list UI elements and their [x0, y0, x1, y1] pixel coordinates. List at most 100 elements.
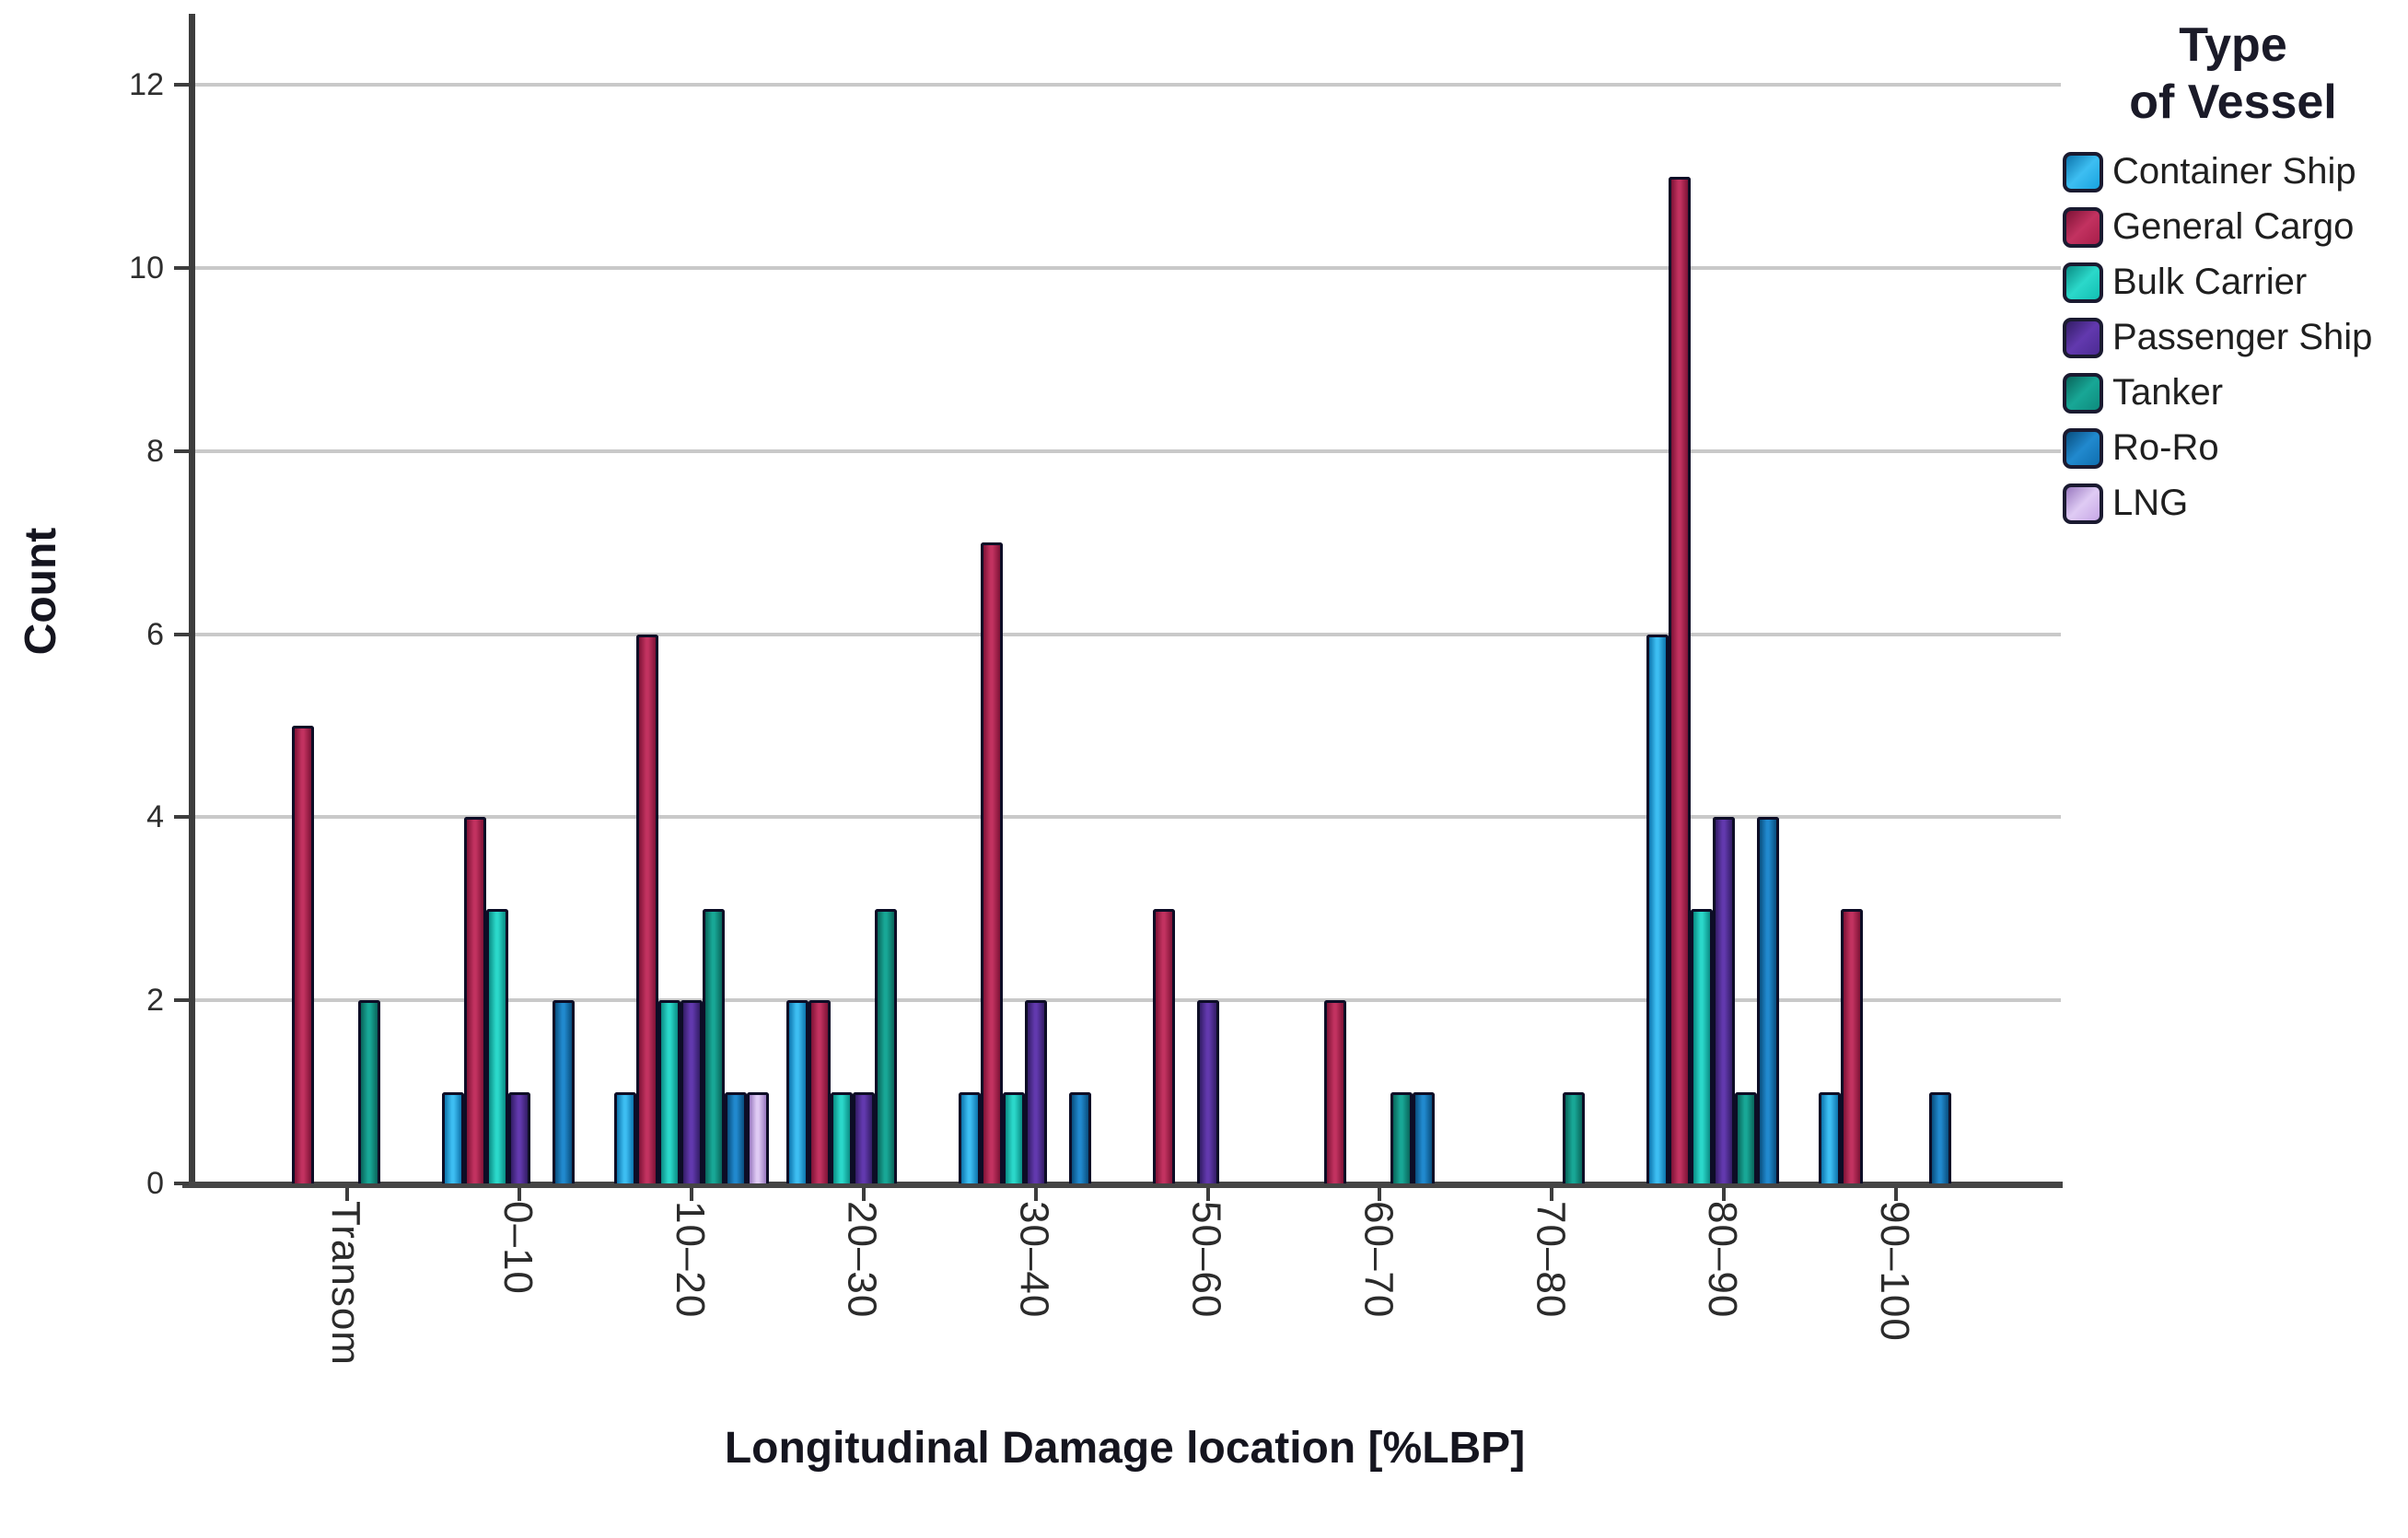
y-tick-2	[174, 998, 189, 1003]
bar-slot	[441, 18, 464, 1183]
bar-group-10–20	[613, 18, 769, 1183]
bar-slot	[1263, 18, 1285, 1183]
y-tick-label-12: 12	[129, 67, 164, 103]
bar-slot	[724, 18, 747, 1183]
bar-slot	[1024, 18, 1047, 1183]
plot-area	[195, 18, 2061, 1183]
bar-slot	[1863, 18, 1885, 1183]
y-tick-10	[174, 266, 189, 270]
bar-slot	[657, 18, 681, 1183]
y-axis-line	[189, 14, 195, 1186]
bar-slot	[1929, 18, 1952, 1183]
y-tick-label-8: 8	[146, 433, 164, 469]
x-tick-80–90	[1722, 1188, 1727, 1201]
bar-slot	[463, 18, 486, 1183]
x-label-90–100: 90–100	[1872, 1201, 1918, 1342]
gridline-y-4	[195, 815, 2061, 820]
y-tick-0	[174, 1182, 189, 1185]
bar-slot	[380, 18, 402, 1183]
bar-slot	[1131, 18, 1153, 1183]
bar-slot	[270, 18, 292, 1183]
y-tick-4	[174, 815, 189, 820]
x-label-10–20: 10–20	[667, 1201, 713, 1319]
bar-slot	[1346, 18, 1368, 1183]
bar-group-50–60	[1131, 18, 1285, 1183]
bar-slot	[1219, 18, 1241, 1183]
gridline-y-10	[195, 266, 2061, 270]
bar-slot	[1735, 18, 1758, 1183]
legend-item-label: Passenger Ship	[2112, 317, 2373, 357]
bar-ro-ro-60–70	[1413, 1091, 1436, 1183]
legend-item-bulk-carrier: Bulk Carrier	[2063, 262, 2403, 303]
x-tick-60–70	[1378, 1188, 1382, 1201]
bar-container-ship-80–90	[1646, 634, 1669, 1183]
bar-slot	[897, 18, 919, 1183]
bar-slot	[613, 18, 636, 1183]
x-tick-70–80	[1550, 1188, 1554, 1201]
bar-general-cargo-50–60	[1152, 908, 1175, 1183]
bar-slot	[358, 18, 380, 1183]
bar-slot	[808, 18, 831, 1183]
bar-passenger-ship-20–30	[852, 1091, 875, 1183]
bar-passenger-ship-30–40	[1024, 1000, 1047, 1183]
bar-slot	[1368, 18, 1390, 1183]
legend-item-label: General Cargo	[2112, 206, 2355, 247]
bar-group-70–80	[1474, 18, 1629, 1183]
bar-slot	[402, 18, 425, 1183]
bar-passenger-ship-50–60	[1196, 1000, 1219, 1183]
bar-slot	[1413, 18, 1436, 1183]
legend-swatch-icon	[2063, 206, 2103, 248]
bar-ro-ro-0–10	[552, 1000, 575, 1183]
bar-slot	[1691, 18, 1714, 1183]
legend-item-container-ship: Container Ship	[2063, 151, 2403, 192]
legend-item-label: Tanker	[2112, 372, 2224, 413]
y-tick-8	[174, 449, 189, 453]
y-tick-6	[174, 632, 189, 636]
bar-slot	[919, 18, 941, 1183]
bar-tanker-80–90	[1735, 1091, 1758, 1183]
bar-slot	[1068, 18, 1091, 1183]
x-label-70–80: 70–80	[1528, 1201, 1574, 1319]
legend-item-tanker: Tanker	[2063, 372, 2403, 414]
bar-slot	[1563, 18, 1586, 1183]
bar-slot	[635, 18, 658, 1183]
bar-container-ship-10–20	[613, 1091, 636, 1183]
bar-slot	[1196, 18, 1219, 1183]
bar-slot	[1669, 18, 1692, 1183]
bar-slot	[702, 18, 725, 1183]
legend-swatch-icon	[2063, 483, 2103, 524]
bar-slot	[530, 18, 553, 1183]
legend: Type of Vessel Container Ship General Car…	[2063, 17, 2403, 538]
bar-tanker-Transom	[358, 1000, 380, 1183]
bar-slot	[680, 18, 703, 1183]
legend-title-line2: of Vessel	[2129, 76, 2337, 129]
legend-swatch-icon	[2063, 372, 2103, 414]
legend-swatch-icon	[2063, 262, 2103, 303]
bar-slot	[314, 18, 336, 1183]
bar-container-ship-20–30	[785, 1000, 808, 1183]
bar-slot	[852, 18, 875, 1183]
legend-swatch-icon	[2063, 427, 2103, 469]
x-axis-title: Longitudinal Damage location [%LBP]	[724, 1424, 1526, 1473]
bar-general-cargo-60–70	[1324, 1000, 1347, 1183]
bar-slot	[1091, 18, 1113, 1183]
bar-slot	[1757, 18, 1780, 1183]
bar-slot	[1951, 18, 1973, 1183]
bar-slot	[1541, 18, 1563, 1183]
legend-swatch-icon	[2063, 317, 2103, 358]
x-tick-20–30	[861, 1188, 866, 1201]
bar-slot	[1779, 18, 1801, 1183]
bar-general-cargo-80–90	[1669, 176, 1692, 1183]
bar-general-cargo-0–10	[463, 817, 486, 1183]
bar-bulk-carrier-80–90	[1691, 908, 1714, 1183]
bar-general-cargo-10–20	[635, 634, 658, 1183]
legend-item-label: LNG	[2112, 483, 2189, 523]
bar-slot	[1474, 18, 1496, 1183]
bar-slot	[507, 18, 530, 1183]
bar-slot	[1496, 18, 1518, 1183]
x-tick-10–20	[689, 1188, 693, 1201]
bar-slot	[874, 18, 897, 1183]
bar-slot	[552, 18, 575, 1183]
y-tick-label-2: 2	[146, 983, 164, 1019]
